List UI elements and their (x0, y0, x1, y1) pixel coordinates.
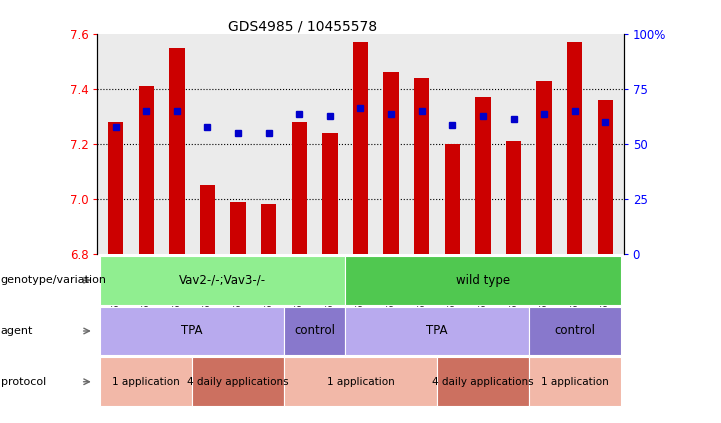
Bar (536, 81, 552, 254)
Text: genotype/variation: genotype/variation (1, 275, 107, 285)
Text: TPA: TPA (426, 324, 448, 338)
Text: agent: agent (1, 326, 33, 336)
Bar (108, 122, 123, 254)
Bar (475, 97, 490, 254)
Bar (506, 141, 521, 254)
Text: 1 application: 1 application (112, 377, 180, 387)
Text: GDS4985 / 10455578: GDS4985 / 10455578 (229, 19, 377, 33)
Bar (445, 144, 460, 254)
Bar (598, 100, 613, 254)
Text: control: control (554, 324, 596, 338)
Bar (384, 72, 399, 254)
Bar (567, 42, 583, 254)
Text: wild type: wild type (456, 274, 510, 287)
Bar (292, 122, 307, 254)
Text: 4 daily applications: 4 daily applications (432, 377, 534, 387)
Text: TPA: TPA (182, 324, 203, 338)
Text: 1 application: 1 application (327, 377, 394, 387)
Bar (261, 204, 276, 254)
Text: protocol: protocol (1, 377, 46, 387)
Bar (200, 185, 215, 254)
Bar (231, 202, 246, 254)
Bar (353, 42, 368, 254)
Bar (322, 133, 337, 254)
Text: Vav2-/-;Vav3-/-: Vav2-/-;Vav3-/- (180, 274, 266, 287)
Text: control: control (294, 324, 335, 338)
Bar (169, 48, 185, 254)
Text: 1 application: 1 application (541, 377, 609, 387)
Text: 4 daily applications: 4 daily applications (187, 377, 289, 387)
Bar (414, 78, 429, 254)
Bar (138, 86, 154, 254)
